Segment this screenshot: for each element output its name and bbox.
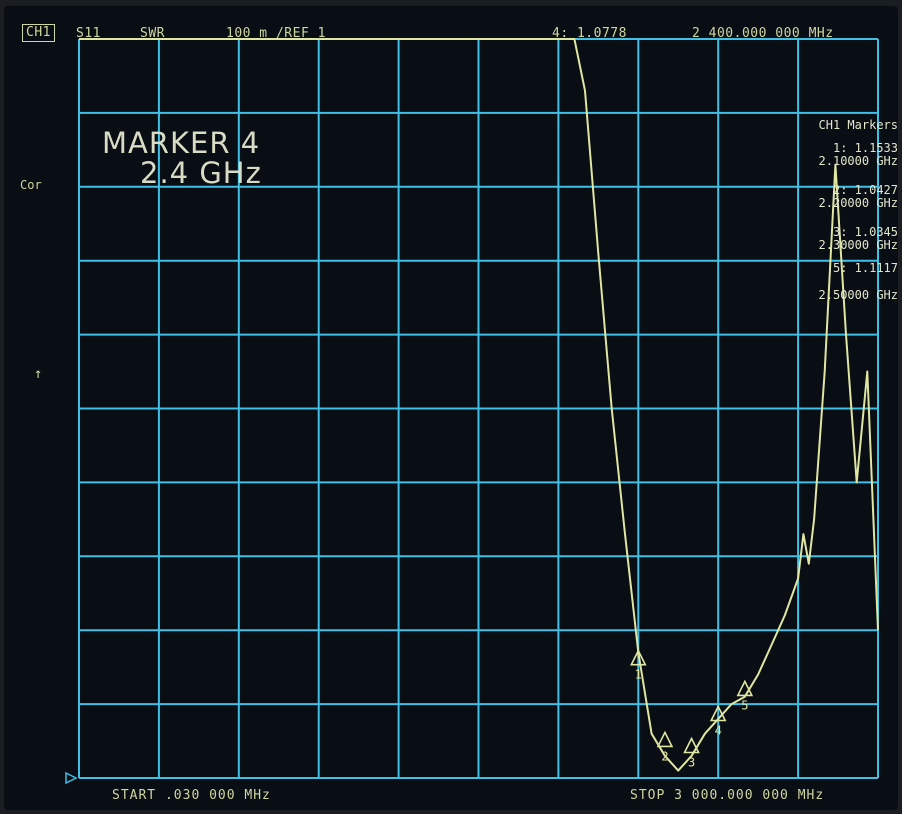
marker-4-triangle [709,704,727,722]
marker-overlay-title: MARKER 4 [102,126,261,160]
marker-list-panel: CH1 Markers 1: 1.1533 2.10000 GHz 2: 1.0… [774,118,898,312]
reference-arrow: ↑ [34,366,43,382]
active-marker-frequency: 2 400.000 000 MHz [692,26,834,41]
marker-layer: 1 2 3 4 5 [630,648,754,770]
stop-frequency[interactable]: STOP 3 000.000 000 MHz [630,788,825,803]
marker-value: 3: 1.0345 [832,225,898,239]
marker-frequency: 2.50000 GHz [818,288,898,302]
marker-frequency: 2.10000 GHz [818,154,898,168]
graticule [65,38,879,785]
marker-list-item[interactable]: 5: 1.1117 2.50000 GHz [774,262,898,302]
marker-3-label: 3 [688,756,695,770]
marker-list-title: CH1 Markers [818,118,898,132]
marker-2-label: 2 [661,749,668,763]
marker-overlay: MARKER 4 2.4 GHz [102,128,262,188]
marker-list-item[interactable]: 1: 1.1533 2.10000 GHz [774,142,898,168]
format-label[interactable]: SWR [140,26,165,41]
reference-position-indicator [65,771,78,785]
marker-2-triangle [656,730,674,748]
start-frequency[interactable]: START .030 000 MHz [112,788,271,803]
marker-5-label: 5 [741,698,748,712]
marker-1-triangle [630,648,647,666]
marker-value: 2: 1.0427 [832,183,898,197]
channel-badge[interactable]: CH1 [22,24,55,42]
analyzer-screen: 1 2 3 4 5 CH1 S11 SWR 100 m /REF 1 4: 1.0778… [4,6,898,810]
scale-label[interactable]: 100 m /REF 1 [226,26,326,41]
marker-value: 5: 1.1117 [832,261,898,275]
marker-list-item[interactable]: 3: 1.0345 2.30000 GHz [774,226,898,252]
marker-list-item[interactable]: 2: 1.0427 2.20000 GHz [774,184,898,210]
marker-1-label: 1 [635,668,642,682]
marker-3-triangle [683,736,700,754]
swr-plot: 1 2 3 4 5 [65,38,879,785]
active-marker-value: 4: 1.0778 [552,26,627,41]
swr-trace [79,38,879,772]
marker-frequency: 2.30000 GHz [818,238,898,252]
marker-frequency: 2.20000 GHz [818,196,898,210]
parameter-label[interactable]: S11 [76,26,101,41]
correction-indicator: Cor [20,178,42,192]
marker-value: 1: 1.1533 [832,141,898,155]
marker-4-label: 4 [715,724,722,738]
marker-overlay-frequency: 2.4 GHz [140,156,262,190]
trace-layer [79,38,879,772]
marker-5-triangle [736,679,754,697]
